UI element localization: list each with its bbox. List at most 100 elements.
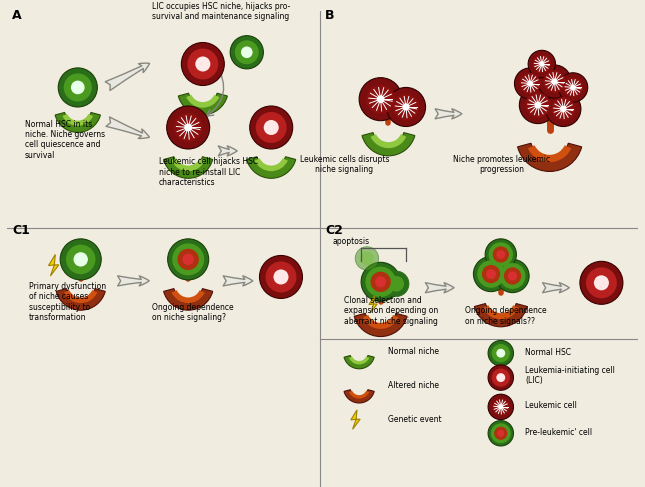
- Circle shape: [494, 427, 508, 440]
- Text: Leukemia-initiating cell
(LIC): Leukemia-initiating cell (LIC): [525, 366, 615, 385]
- Circle shape: [473, 257, 509, 292]
- Wedge shape: [362, 315, 399, 329]
- Circle shape: [71, 81, 84, 94]
- Circle shape: [570, 85, 576, 90]
- Circle shape: [528, 50, 555, 77]
- Wedge shape: [344, 390, 374, 403]
- Wedge shape: [474, 303, 527, 327]
- Text: Niche promotes leukemic
progression: Niche promotes leukemic progression: [453, 155, 550, 174]
- Circle shape: [485, 239, 517, 270]
- Circle shape: [533, 55, 551, 74]
- Circle shape: [559, 73, 588, 102]
- Text: Normal niche: Normal niche: [388, 347, 439, 356]
- Circle shape: [273, 269, 288, 284]
- Circle shape: [497, 250, 505, 259]
- Circle shape: [527, 81, 533, 86]
- Circle shape: [402, 103, 410, 111]
- Wedge shape: [246, 157, 296, 178]
- Text: Genetic event: Genetic event: [388, 415, 442, 424]
- Wedge shape: [178, 93, 227, 115]
- Circle shape: [491, 369, 510, 387]
- Wedge shape: [56, 289, 105, 310]
- Circle shape: [491, 344, 510, 362]
- Wedge shape: [354, 313, 407, 337]
- Text: A: A: [12, 9, 22, 22]
- Circle shape: [488, 365, 513, 390]
- Circle shape: [546, 92, 581, 127]
- Circle shape: [493, 246, 509, 262]
- Circle shape: [504, 267, 521, 284]
- Circle shape: [66, 244, 95, 274]
- Circle shape: [499, 405, 503, 409]
- Polygon shape: [351, 410, 360, 429]
- Circle shape: [365, 266, 396, 297]
- Wedge shape: [55, 112, 101, 132]
- Wedge shape: [255, 158, 288, 171]
- Wedge shape: [64, 290, 97, 303]
- Circle shape: [538, 65, 571, 98]
- Circle shape: [560, 106, 566, 112]
- Circle shape: [359, 77, 402, 121]
- Polygon shape: [48, 255, 59, 276]
- Circle shape: [230, 36, 263, 69]
- Circle shape: [488, 340, 513, 366]
- Wedge shape: [164, 157, 213, 178]
- Wedge shape: [186, 95, 219, 108]
- Circle shape: [360, 252, 374, 265]
- Circle shape: [497, 373, 505, 382]
- Text: Leukemic cells disrupts
niche signaling: Leukemic cells disrupts niche signaling: [300, 155, 389, 174]
- Circle shape: [497, 430, 504, 437]
- Wedge shape: [517, 143, 582, 171]
- Circle shape: [377, 95, 384, 103]
- Text: Ongoing dependence
on niche signals??: Ongoing dependence on niche signals??: [464, 306, 546, 326]
- Wedge shape: [164, 289, 213, 310]
- Circle shape: [183, 254, 194, 265]
- Text: Altered niche: Altered niche: [388, 381, 439, 390]
- Text: LIC occupies HSC niche, hijacks pro-
survival and maintenance signaling: LIC occupies HSC niche, hijacks pro- sur…: [152, 1, 290, 21]
- Circle shape: [184, 124, 192, 131]
- Circle shape: [551, 97, 575, 121]
- Wedge shape: [349, 391, 370, 398]
- Circle shape: [543, 70, 566, 93]
- Text: Normal HSC in its
niche. Niche governs
cell quiescence and
survival: Normal HSC in its niche. Niche governs c…: [25, 120, 105, 160]
- Circle shape: [519, 73, 541, 94]
- Circle shape: [375, 277, 386, 287]
- Circle shape: [539, 61, 544, 66]
- Text: Leukemic cell: Leukemic cell: [525, 401, 577, 411]
- Circle shape: [181, 42, 224, 86]
- Circle shape: [74, 252, 88, 266]
- Text: Normal HSC: Normal HSC: [525, 348, 571, 356]
- Circle shape: [580, 262, 623, 304]
- Circle shape: [172, 244, 204, 275]
- Circle shape: [563, 77, 583, 97]
- Text: C1: C1: [12, 224, 30, 237]
- Circle shape: [386, 88, 426, 127]
- Circle shape: [370, 272, 391, 292]
- Text: Pre-leukemic' cell: Pre-leukemic' cell: [525, 428, 592, 437]
- Circle shape: [366, 85, 395, 114]
- Circle shape: [500, 263, 526, 289]
- Circle shape: [361, 262, 400, 301]
- Circle shape: [168, 239, 209, 280]
- Circle shape: [488, 421, 513, 446]
- Circle shape: [491, 423, 511, 443]
- Circle shape: [64, 74, 92, 101]
- Circle shape: [519, 87, 557, 124]
- Circle shape: [393, 94, 419, 120]
- Circle shape: [266, 262, 297, 292]
- Text: Clonal selection and
expansion depending on
aberrant niche signaling: Clonal selection and expansion depending…: [344, 296, 439, 326]
- Wedge shape: [371, 134, 406, 148]
- Wedge shape: [172, 158, 204, 171]
- Circle shape: [195, 56, 210, 72]
- Wedge shape: [528, 145, 571, 162]
- Circle shape: [174, 113, 203, 142]
- Text: apoptosis: apoptosis: [333, 237, 370, 246]
- Polygon shape: [369, 296, 377, 313]
- Circle shape: [384, 271, 409, 297]
- Wedge shape: [63, 114, 93, 126]
- Circle shape: [477, 261, 505, 288]
- Circle shape: [508, 271, 517, 281]
- Circle shape: [594, 275, 609, 290]
- Circle shape: [492, 398, 510, 415]
- Circle shape: [241, 46, 253, 58]
